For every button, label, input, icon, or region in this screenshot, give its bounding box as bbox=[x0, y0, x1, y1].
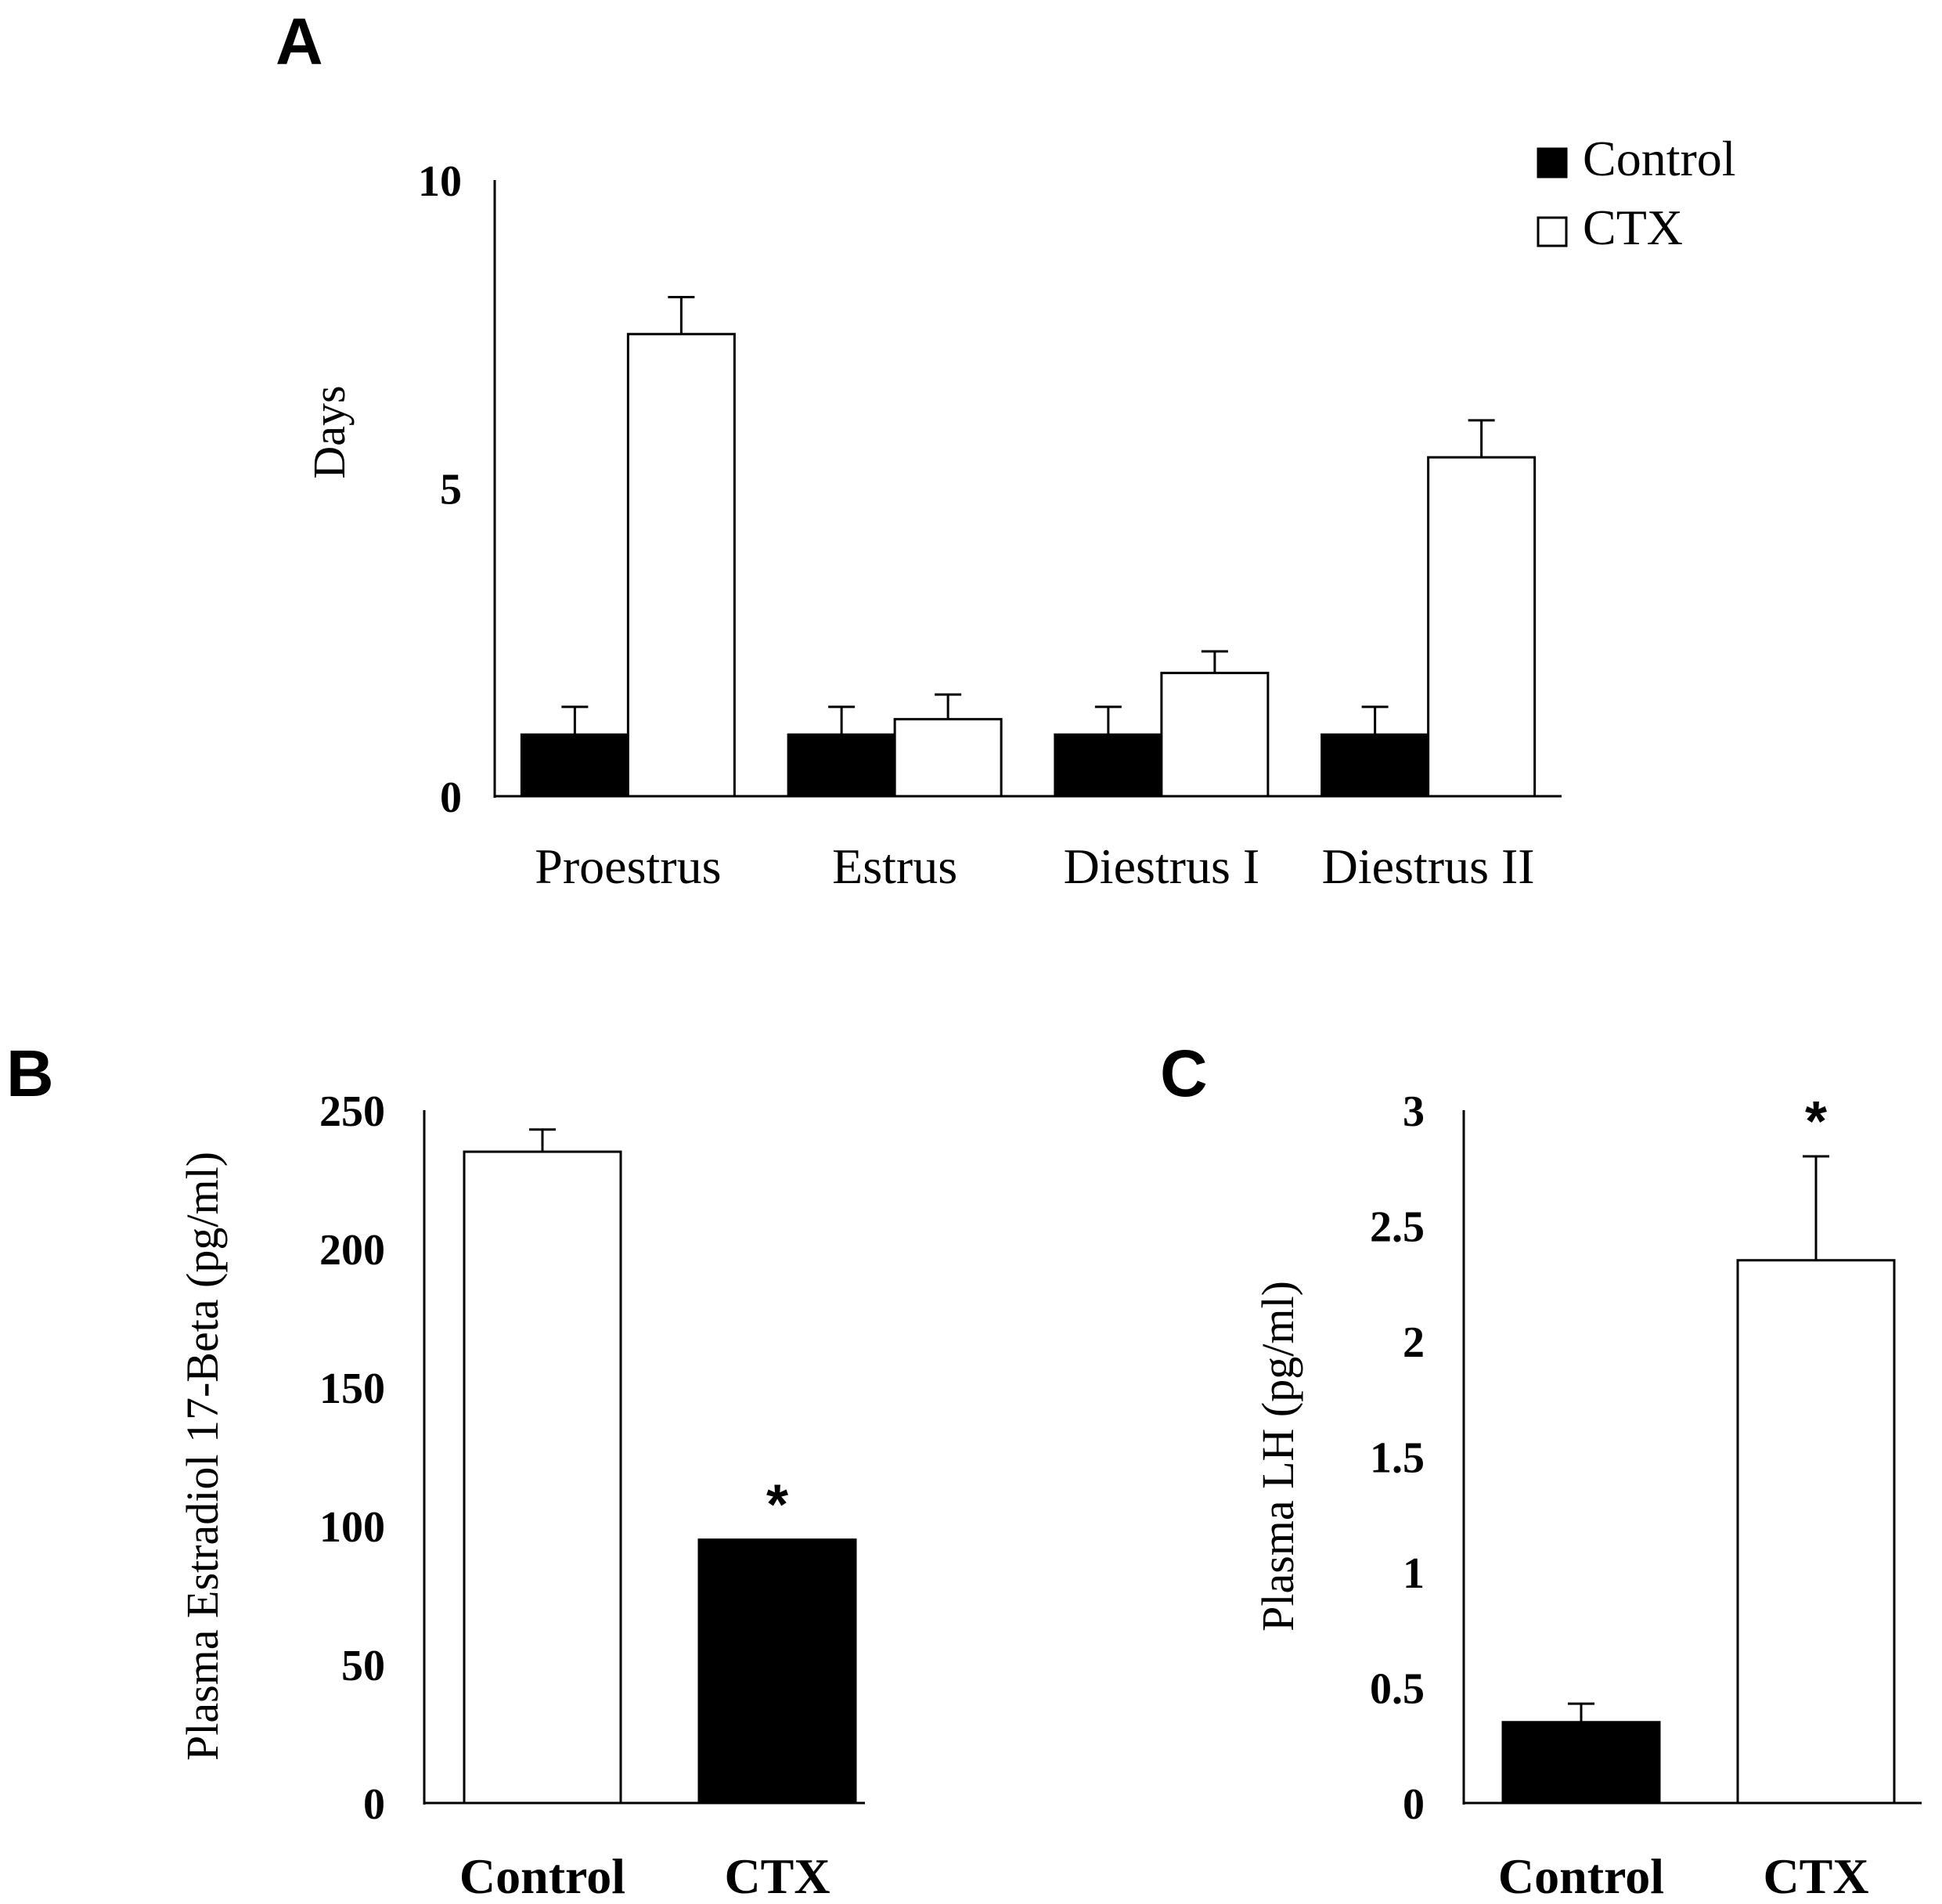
a-y-axis-label: Days bbox=[304, 385, 355, 478]
a-bar-control bbox=[1054, 733, 1163, 798]
a-bar-control bbox=[787, 733, 896, 798]
b-bar-control bbox=[463, 1150, 622, 1805]
b-y-tick-label: 250 bbox=[319, 1087, 385, 1136]
c-y-tick-label: 0 bbox=[1403, 1780, 1425, 1829]
legend-label-control: Control bbox=[1583, 131, 1736, 186]
b-y-tick-label: 100 bbox=[319, 1503, 385, 1552]
b-y-tick-label: 200 bbox=[319, 1226, 385, 1275]
a-x-tick-label: Diestrus I bbox=[1064, 838, 1260, 894]
panel-label-a: A bbox=[276, 5, 323, 78]
b-significance-marker: * bbox=[766, 1474, 788, 1537]
legend-swatch-ctx bbox=[1537, 216, 1568, 247]
a-x-tick-label: Diestrus II bbox=[1322, 838, 1535, 894]
b-x-tick-label: CTX bbox=[724, 1848, 830, 1904]
c-bar-control bbox=[1501, 1721, 1661, 1805]
b-bar-ctx bbox=[697, 1538, 857, 1805]
a-bar-control bbox=[1320, 733, 1430, 798]
a-x-tick-label: Estrus bbox=[832, 838, 957, 894]
c-y-tick-label: 1.5 bbox=[1370, 1434, 1425, 1483]
c-x-tick-label: CTX bbox=[1763, 1848, 1868, 1904]
a-bar-control bbox=[520, 733, 629, 798]
b-x-tick-label: Control bbox=[459, 1848, 625, 1904]
panel-label-c: C bbox=[1160, 1037, 1208, 1110]
a-bar-ctx bbox=[1160, 672, 1270, 798]
c-y-tick-label: 1 bbox=[1403, 1549, 1425, 1598]
c-significance-marker: * bbox=[1805, 1091, 1827, 1153]
c-bar-ctx bbox=[1736, 1259, 1896, 1805]
a-y-tick-label: 10 bbox=[418, 157, 462, 206]
c-y-tick-label: 2 bbox=[1403, 1318, 1425, 1367]
a-y-tick-label: 5 bbox=[440, 466, 462, 514]
a-x-tick-label: Proestrus bbox=[535, 838, 721, 894]
b-y-tick-label: 0 bbox=[363, 1780, 385, 1829]
b-y-tick-label: 50 bbox=[341, 1642, 385, 1690]
c-y-tick-label: 3 bbox=[1403, 1087, 1425, 1136]
a-y-tick-label: 0 bbox=[440, 774, 462, 822]
a-bar-ctx bbox=[626, 333, 736, 798]
legend-label-ctx: CTX bbox=[1583, 200, 1683, 255]
a-bar-ctx bbox=[1427, 456, 1537, 798]
legend-swatch-control bbox=[1537, 147, 1568, 178]
c-y-tick-label: 2.5 bbox=[1370, 1203, 1425, 1252]
a-bar-ctx bbox=[893, 718, 1003, 798]
c-y-tick-label: 0.5 bbox=[1370, 1665, 1425, 1714]
b-y-tick-label: 150 bbox=[319, 1365, 385, 1413]
b-y-axis-label: Plasma Estradiol 17-Beta (pg/ml) bbox=[177, 1152, 228, 1761]
panel-label-b: B bbox=[6, 1037, 54, 1110]
c-x-tick-label: Control bbox=[1498, 1848, 1664, 1904]
c-y-axis-label: Plasma LH (pg/ml) bbox=[1252, 1281, 1303, 1632]
